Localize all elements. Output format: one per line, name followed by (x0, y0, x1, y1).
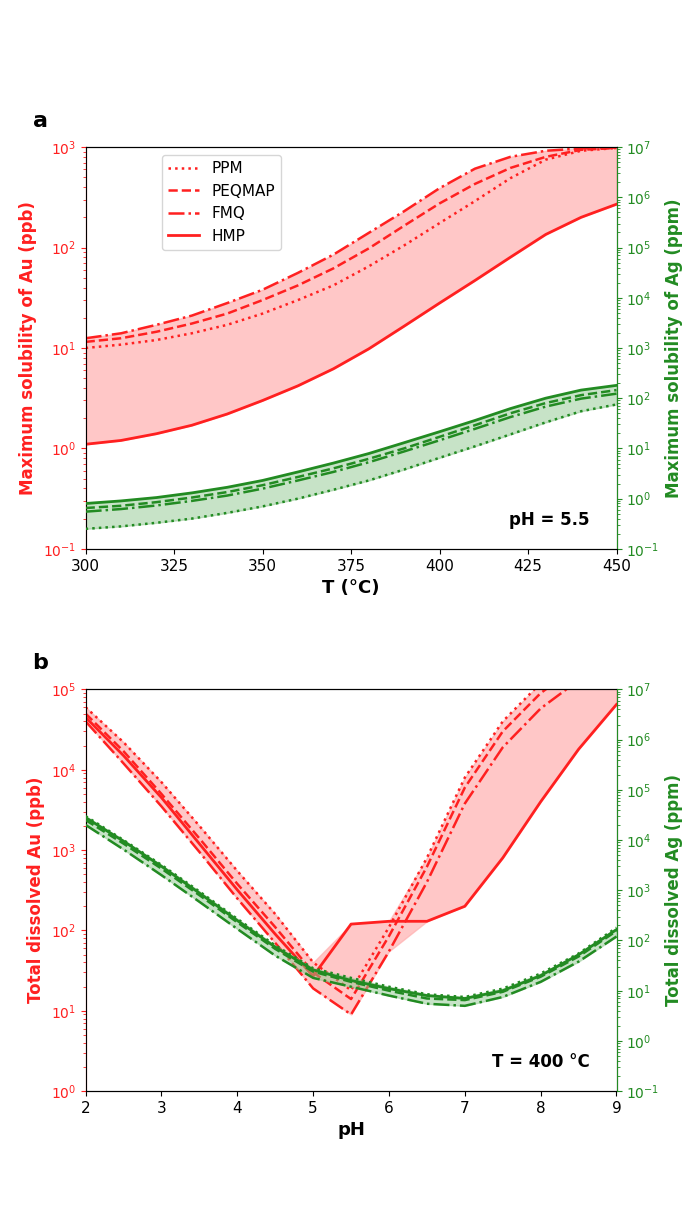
Text: b: b (32, 653, 49, 673)
Text: T = 400 °C: T = 400 °C (493, 1053, 590, 1072)
Y-axis label: Maximum solubility of Au (ppb): Maximum solubility of Au (ppb) (19, 201, 37, 495)
X-axis label: pH: pH (337, 1122, 365, 1139)
Y-axis label: Total dissolved Ag (ppm): Total dissolved Ag (ppm) (665, 775, 683, 1007)
Legend: PPM, PEQMAP, FMQ, HMP: PPM, PEQMAP, FMQ, HMP (162, 154, 281, 250)
Text: a: a (32, 112, 47, 131)
X-axis label: T (°C): T (°C) (323, 579, 379, 597)
Y-axis label: Maximum solubility of Ag (ppm): Maximum solubility of Ag (ppm) (665, 199, 683, 498)
Text: pH = 5.5: pH = 5.5 (510, 511, 590, 528)
Y-axis label: Total dissolved Au (ppb): Total dissolved Au (ppb) (27, 777, 45, 1003)
